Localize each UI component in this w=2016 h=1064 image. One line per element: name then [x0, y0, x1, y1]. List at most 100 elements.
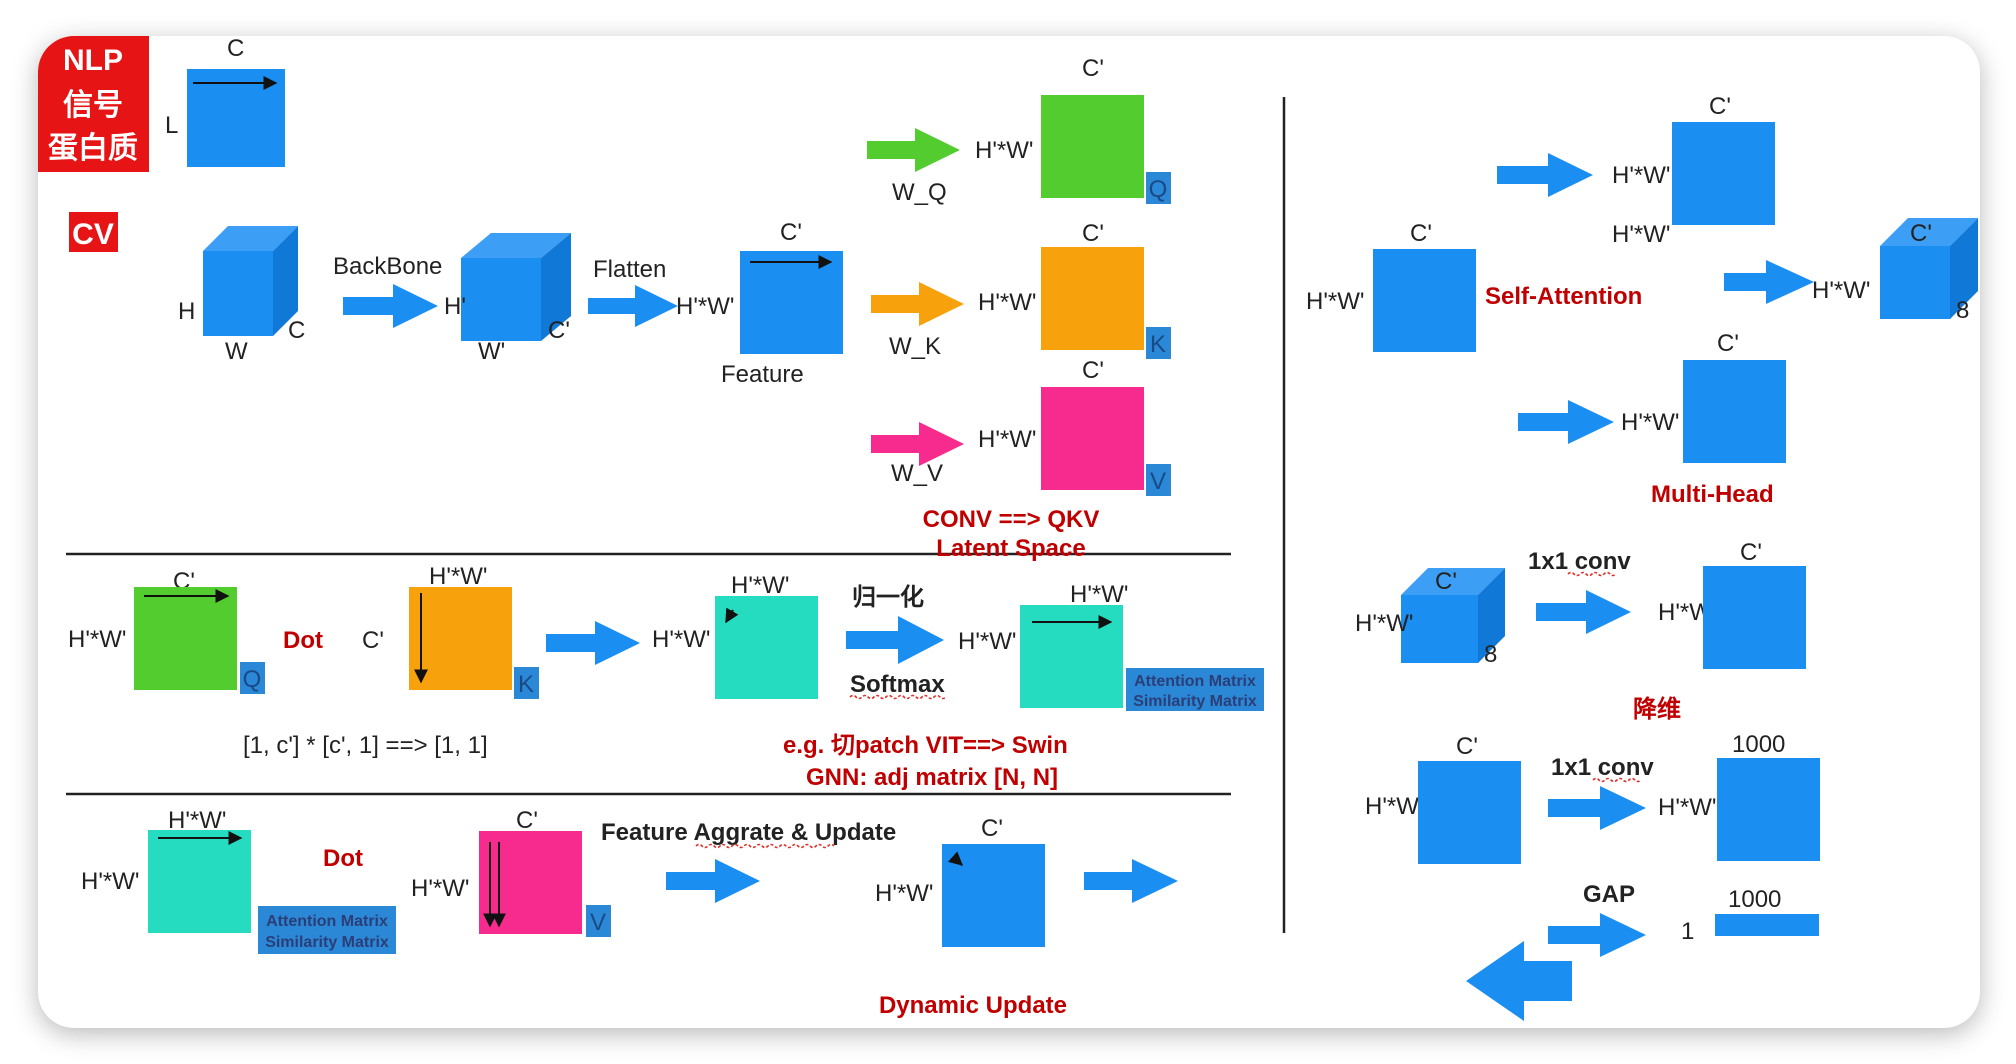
upd-v-hw-label: H'*W' [411, 875, 470, 902]
upd-v-tag-text: V [590, 909, 606, 936]
att-s-hw-top: H'*W' [731, 572, 790, 599]
att-softmax-label: Softmax [850, 671, 945, 698]
in-block [1418, 761, 1521, 864]
conv2-underline [1592, 777, 1642, 783]
mh-arrow [1518, 400, 1614, 444]
wk-label: W_K [889, 333, 941, 360]
upd-out-c-label: C' [981, 815, 1003, 842]
upd-matrix-tag-2: Similarity Matrix [265, 934, 389, 951]
att-matrix-block [1020, 605, 1123, 708]
att-matrix-tag [1126, 668, 1264, 711]
v-tag [1146, 464, 1171, 496]
out-block [1717, 758, 1820, 861]
r1-c-label: C' [1709, 93, 1731, 120]
vec-block [1715, 914, 1819, 936]
conv2-arrow [1548, 786, 1646, 830]
upd-out-block [942, 844, 1045, 947]
aggr-underline [695, 843, 835, 849]
cv-label-h: H [178, 298, 195, 325]
conv1-arrow [1536, 590, 1631, 634]
k-tag [1146, 327, 1171, 359]
nlp-badge: NLP 信号 蛋白质 [38, 36, 149, 172]
wv-label: W_V [891, 460, 943, 487]
nlp-label-l: L [165, 112, 178, 139]
q-c-label: C' [1082, 55, 1104, 82]
wq-label: W_Q [892, 179, 947, 206]
wq-arrow [867, 128, 960, 172]
q-hw-label: H'*W' [975, 137, 1034, 164]
v-hw-label: H'*W' [978, 426, 1037, 453]
upd-dot-label: Dot [323, 845, 363, 872]
flatten-arrow [588, 285, 678, 327]
back-arrow [1466, 941, 1572, 1021]
att-example-2: GNN: adj matrix [N, N] [806, 764, 1058, 791]
sa-hw-label: H'*W' [1306, 288, 1365, 315]
red-block [1703, 566, 1806, 669]
out-hw-label: H'*W' [1658, 794, 1717, 821]
upd-v-block [479, 831, 582, 934]
r1-hw-label-1: H'*W' [1612, 162, 1671, 189]
r3-cube [1401, 568, 1505, 663]
r1-arrow [1497, 153, 1593, 197]
mh-label: Multi-Head [1651, 481, 1774, 508]
cv-badge: CV [69, 212, 118, 252]
att-m-hw-top: H'*W' [1070, 581, 1129, 608]
gap-arrow [1548, 913, 1646, 957]
cv-label-h-prime: H' [444, 293, 466, 320]
att-example-1: e.g. 切patch VIT==> Swin [783, 732, 1068, 759]
r3-c-label: C' [1435, 568, 1457, 595]
flatten-label: Flatten [593, 256, 666, 283]
upd-arrow-2 [1084, 859, 1178, 903]
red-c-label: C' [1740, 539, 1762, 566]
mh-block [1683, 360, 1786, 463]
att-formula: [1, c'] * [c', 1] ==> [1, 1] [243, 732, 488, 759]
mh-hw-label: H'*W' [1621, 409, 1680, 436]
v-c-label: C' [1082, 357, 1104, 384]
badge-signal: 信号 [63, 89, 123, 122]
wv-arrow [871, 422, 964, 466]
upd-aggr-label: Feature Aggrate & Update [601, 819, 896, 846]
figure-frame: NLP 信号 蛋白质 CV C L H W C BackBone H' W' C… [38, 36, 1980, 1028]
k-tag-text: K [1150, 331, 1166, 358]
k-c-label: C' [1082, 220, 1104, 247]
qkv-title: CONV ==> QKV [923, 506, 1100, 533]
v-block [1041, 387, 1144, 490]
qkv-subtitle: Latent Space [936, 535, 1085, 562]
cv-label-c-prime: C' [548, 317, 570, 344]
in-c-label: C' [1456, 733, 1478, 760]
att-m-hw-left: H'*W' [958, 628, 1017, 655]
att-arrow-1 [546, 621, 640, 665]
upd-v-c-label: C' [516, 807, 538, 834]
sa-label: Self-Attention [1485, 283, 1642, 310]
cv-label-w-prime: W' [478, 338, 505, 365]
backbone-label: BackBone [333, 253, 442, 280]
upd-matrix-tag [258, 906, 396, 954]
upd-a-hw-top: H'*W' [168, 807, 227, 834]
cv-backbone-cube [461, 233, 571, 341]
att-k-tag [514, 667, 539, 699]
q-tag-text: Q [1149, 176, 1168, 203]
cv-input-cube [203, 226, 298, 336]
att-q-tag-text: Q [243, 666, 262, 693]
att-k-c-label: C' [362, 627, 384, 654]
q-tag [1146, 172, 1171, 204]
att-k-hw-label: H'*W' [429, 563, 488, 590]
upd-v-tag [586, 905, 611, 937]
upd-a-hw-left: H'*W' [81, 868, 140, 895]
conv1-underline [1567, 571, 1617, 577]
upd-arrow-1 [666, 859, 760, 903]
att-matrix-tag-1: Attention Matrix [1134, 673, 1256, 690]
att-k-block [409, 587, 512, 690]
r2-c-label: C' [1910, 220, 1932, 247]
att-q-tag [240, 662, 265, 694]
r1-block [1672, 122, 1775, 225]
v-tag-text: V [1150, 468, 1166, 495]
r2-hw-label: H'*W' [1812, 277, 1871, 304]
cv-label-w: W [225, 338, 248, 365]
att-dot-label: Dot [283, 627, 323, 654]
feature-hw-label: H'*W' [676, 293, 735, 320]
vec-1-label: 1 [1681, 918, 1694, 945]
upd-title: Dynamic Update [879, 992, 1067, 1019]
k-hw-label: H'*W' [978, 289, 1037, 316]
att-score-tick [725, 607, 739, 624]
